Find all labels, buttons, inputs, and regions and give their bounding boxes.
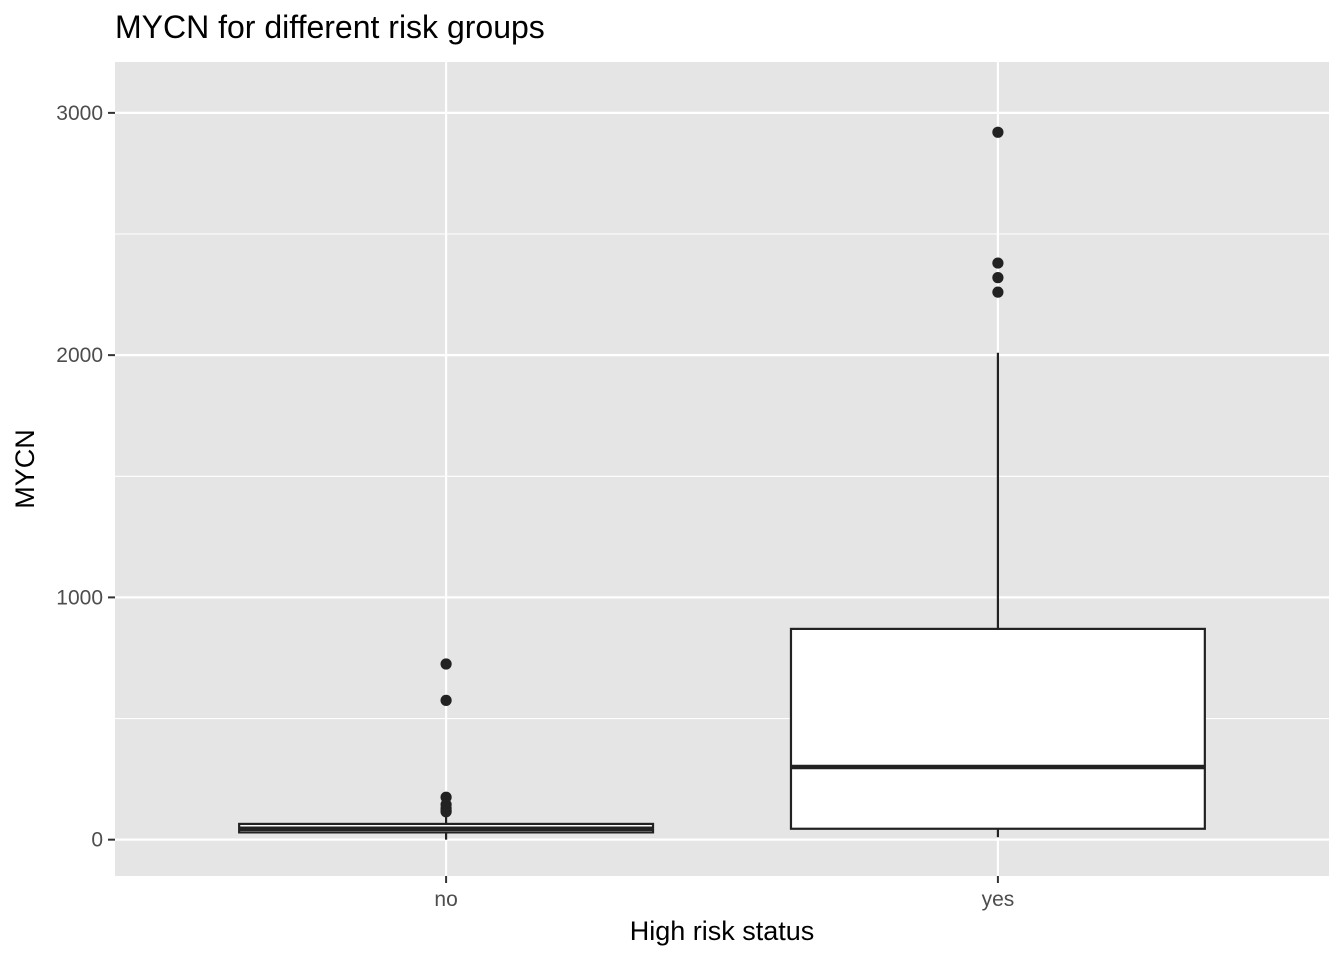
y-tick-label: 2000	[56, 344, 103, 367]
x-axis: no yes	[434, 876, 1014, 911]
y-tick-label: 0	[91, 829, 103, 852]
y-tick-label: 1000	[56, 586, 103, 609]
outlier-point	[992, 272, 1004, 284]
boxes	[238, 126, 1206, 840]
outlier-point	[992, 126, 1004, 138]
x-tick-label: yes	[982, 888, 1015, 911]
chart-title: MYCN for different risk groups	[115, 9, 545, 45]
x-tick-label: no	[434, 888, 457, 911]
outlier-point	[440, 658, 452, 670]
outlier-point	[992, 257, 1004, 269]
box-group-yes	[789, 126, 1206, 838]
y-axis-title: MYCN	[10, 429, 40, 509]
y-tick-label: 3000	[56, 102, 103, 125]
box-group-no	[238, 658, 655, 840]
outlier-point	[440, 806, 452, 818]
x-axis-title: High risk status	[630, 916, 815, 946]
outlier-point	[992, 286, 1004, 298]
outlier-point	[440, 694, 452, 706]
y-axis: 0 1000 2000 3000	[56, 102, 115, 852]
box-iqr	[789, 627, 1206, 830]
